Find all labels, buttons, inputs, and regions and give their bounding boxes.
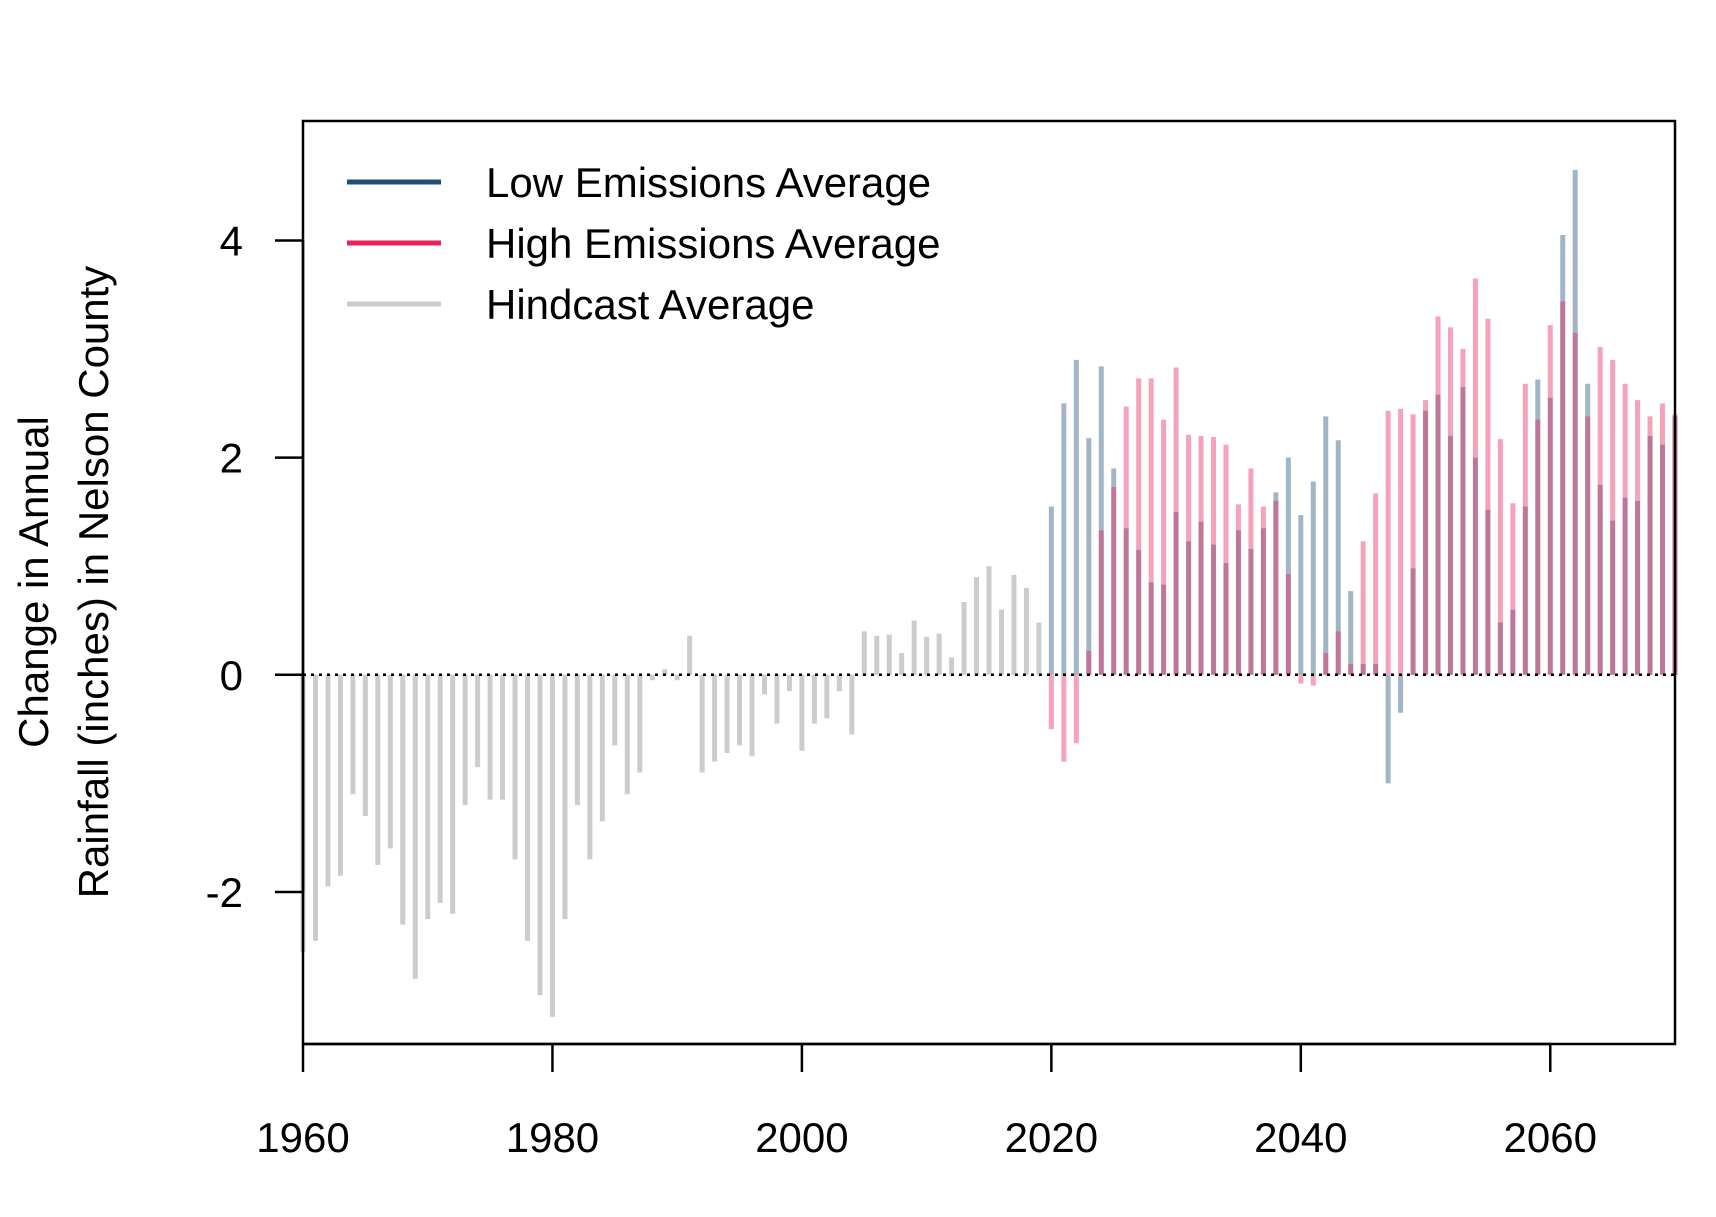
x-tick-label: 2000 bbox=[755, 1114, 848, 1161]
bars-layer bbox=[300, 169, 1678, 1017]
y-tick-label: 0 bbox=[220, 652, 243, 699]
legend-label: Low Emissions Average bbox=[486, 159, 931, 206]
x-tick-label: 2040 bbox=[1254, 1114, 1347, 1161]
x-tick-label: 2020 bbox=[1005, 1114, 1098, 1161]
x-tick-label: 1960 bbox=[256, 1114, 349, 1161]
legend-label: Hindcast Average bbox=[486, 281, 814, 328]
y-axis-label-line-1: Change in Annual bbox=[10, 416, 57, 748]
y-axis-label-line-2: Rainfall (inches) in Nelson County bbox=[70, 266, 117, 899]
legend-label: High Emissions Average bbox=[486, 220, 940, 267]
y-tick-label: 4 bbox=[220, 217, 243, 264]
legend: Low Emissions Average High Emissions Aver… bbox=[347, 159, 940, 328]
y-tick-label: 2 bbox=[220, 435, 243, 482]
y-tick-label: -2 bbox=[206, 869, 243, 916]
axes-layer: 1960 1980 2000 2020 2040 2060 -2 0 2 4 bbox=[206, 217, 1597, 1161]
x-tick-label: 1980 bbox=[506, 1114, 599, 1161]
x-tick-label: 2060 bbox=[1504, 1114, 1597, 1161]
